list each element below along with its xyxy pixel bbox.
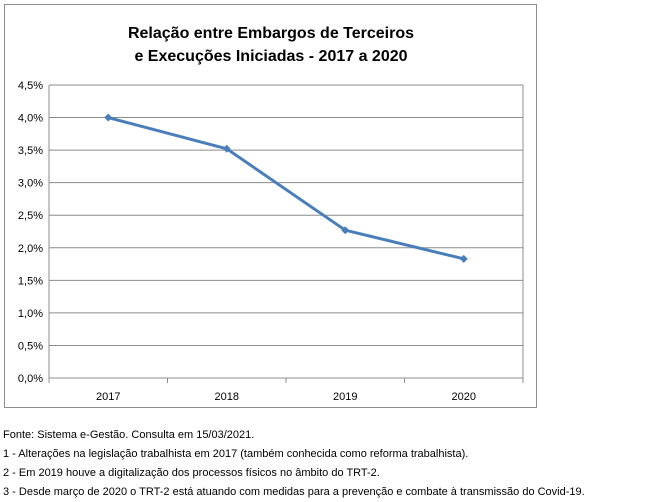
x-tick-label: 2020 [452, 391, 476, 403]
source-note: Fonte: Sistema e-Gestão. Consulta em 15/… [3, 429, 255, 441]
axis-layer: 0,0% 0,5% 1,0% 1,5% 2,0% 2,5% 3,0% 3,5% 4,0% 4,5%… [18, 80, 524, 403]
chart-title-line-2: e Execuções Iniciadas - 2017 a 2020 [134, 48, 407, 65]
footnote-1: 1 - Alterações na legislação trabalhista… [3, 448, 469, 460]
y-tick-label: 0,0% [18, 373, 43, 385]
y-tick-label: 2,0% [18, 243, 43, 255]
x-tick-label: 2019 [333, 391, 357, 403]
y-tick-label: 2,5% [18, 210, 43, 222]
x-tick-label: 2018 [215, 391, 239, 403]
y-tick-label: 1,0% [18, 308, 43, 320]
y-tick-label: 0,5% [18, 340, 43, 352]
y-tick-label: 4,0% [18, 113, 43, 125]
y-tick-label: 3,0% [18, 178, 43, 190]
y-tick-label: 1,5% [18, 275, 43, 287]
x-tick-label: 2017 [96, 391, 120, 403]
data-point-marker [459, 254, 468, 263]
y-tick-label: 4,5% [18, 80, 43, 92]
footnotes: Fonte: Sistema e-Gestão. Consulta em 15/… [3, 426, 663, 502]
footnote-2: 2 - Em 2019 houve a digitalização dos pr… [3, 467, 380, 479]
grid-layer [49, 84, 524, 379]
y-tick-label: 3,5% [18, 145, 43, 157]
data-point-marker [104, 113, 113, 122]
chart-frame: Relação entre Embargos de Terceiros e Ex… [4, 4, 537, 408]
chart-title-line-1: Relação entre Embargos de Terceiros [128, 25, 414, 42]
line-chart: Relação entre Embargos de Terceiros e Ex… [18, 25, 524, 403]
series-line [107, 116, 465, 261]
footnote-3: 3 - Desde março de 2020 o TRT-2 está atu… [3, 486, 585, 498]
series-layer [104, 113, 468, 263]
data-point-marker [341, 226, 350, 235]
data-point-marker [222, 144, 231, 153]
